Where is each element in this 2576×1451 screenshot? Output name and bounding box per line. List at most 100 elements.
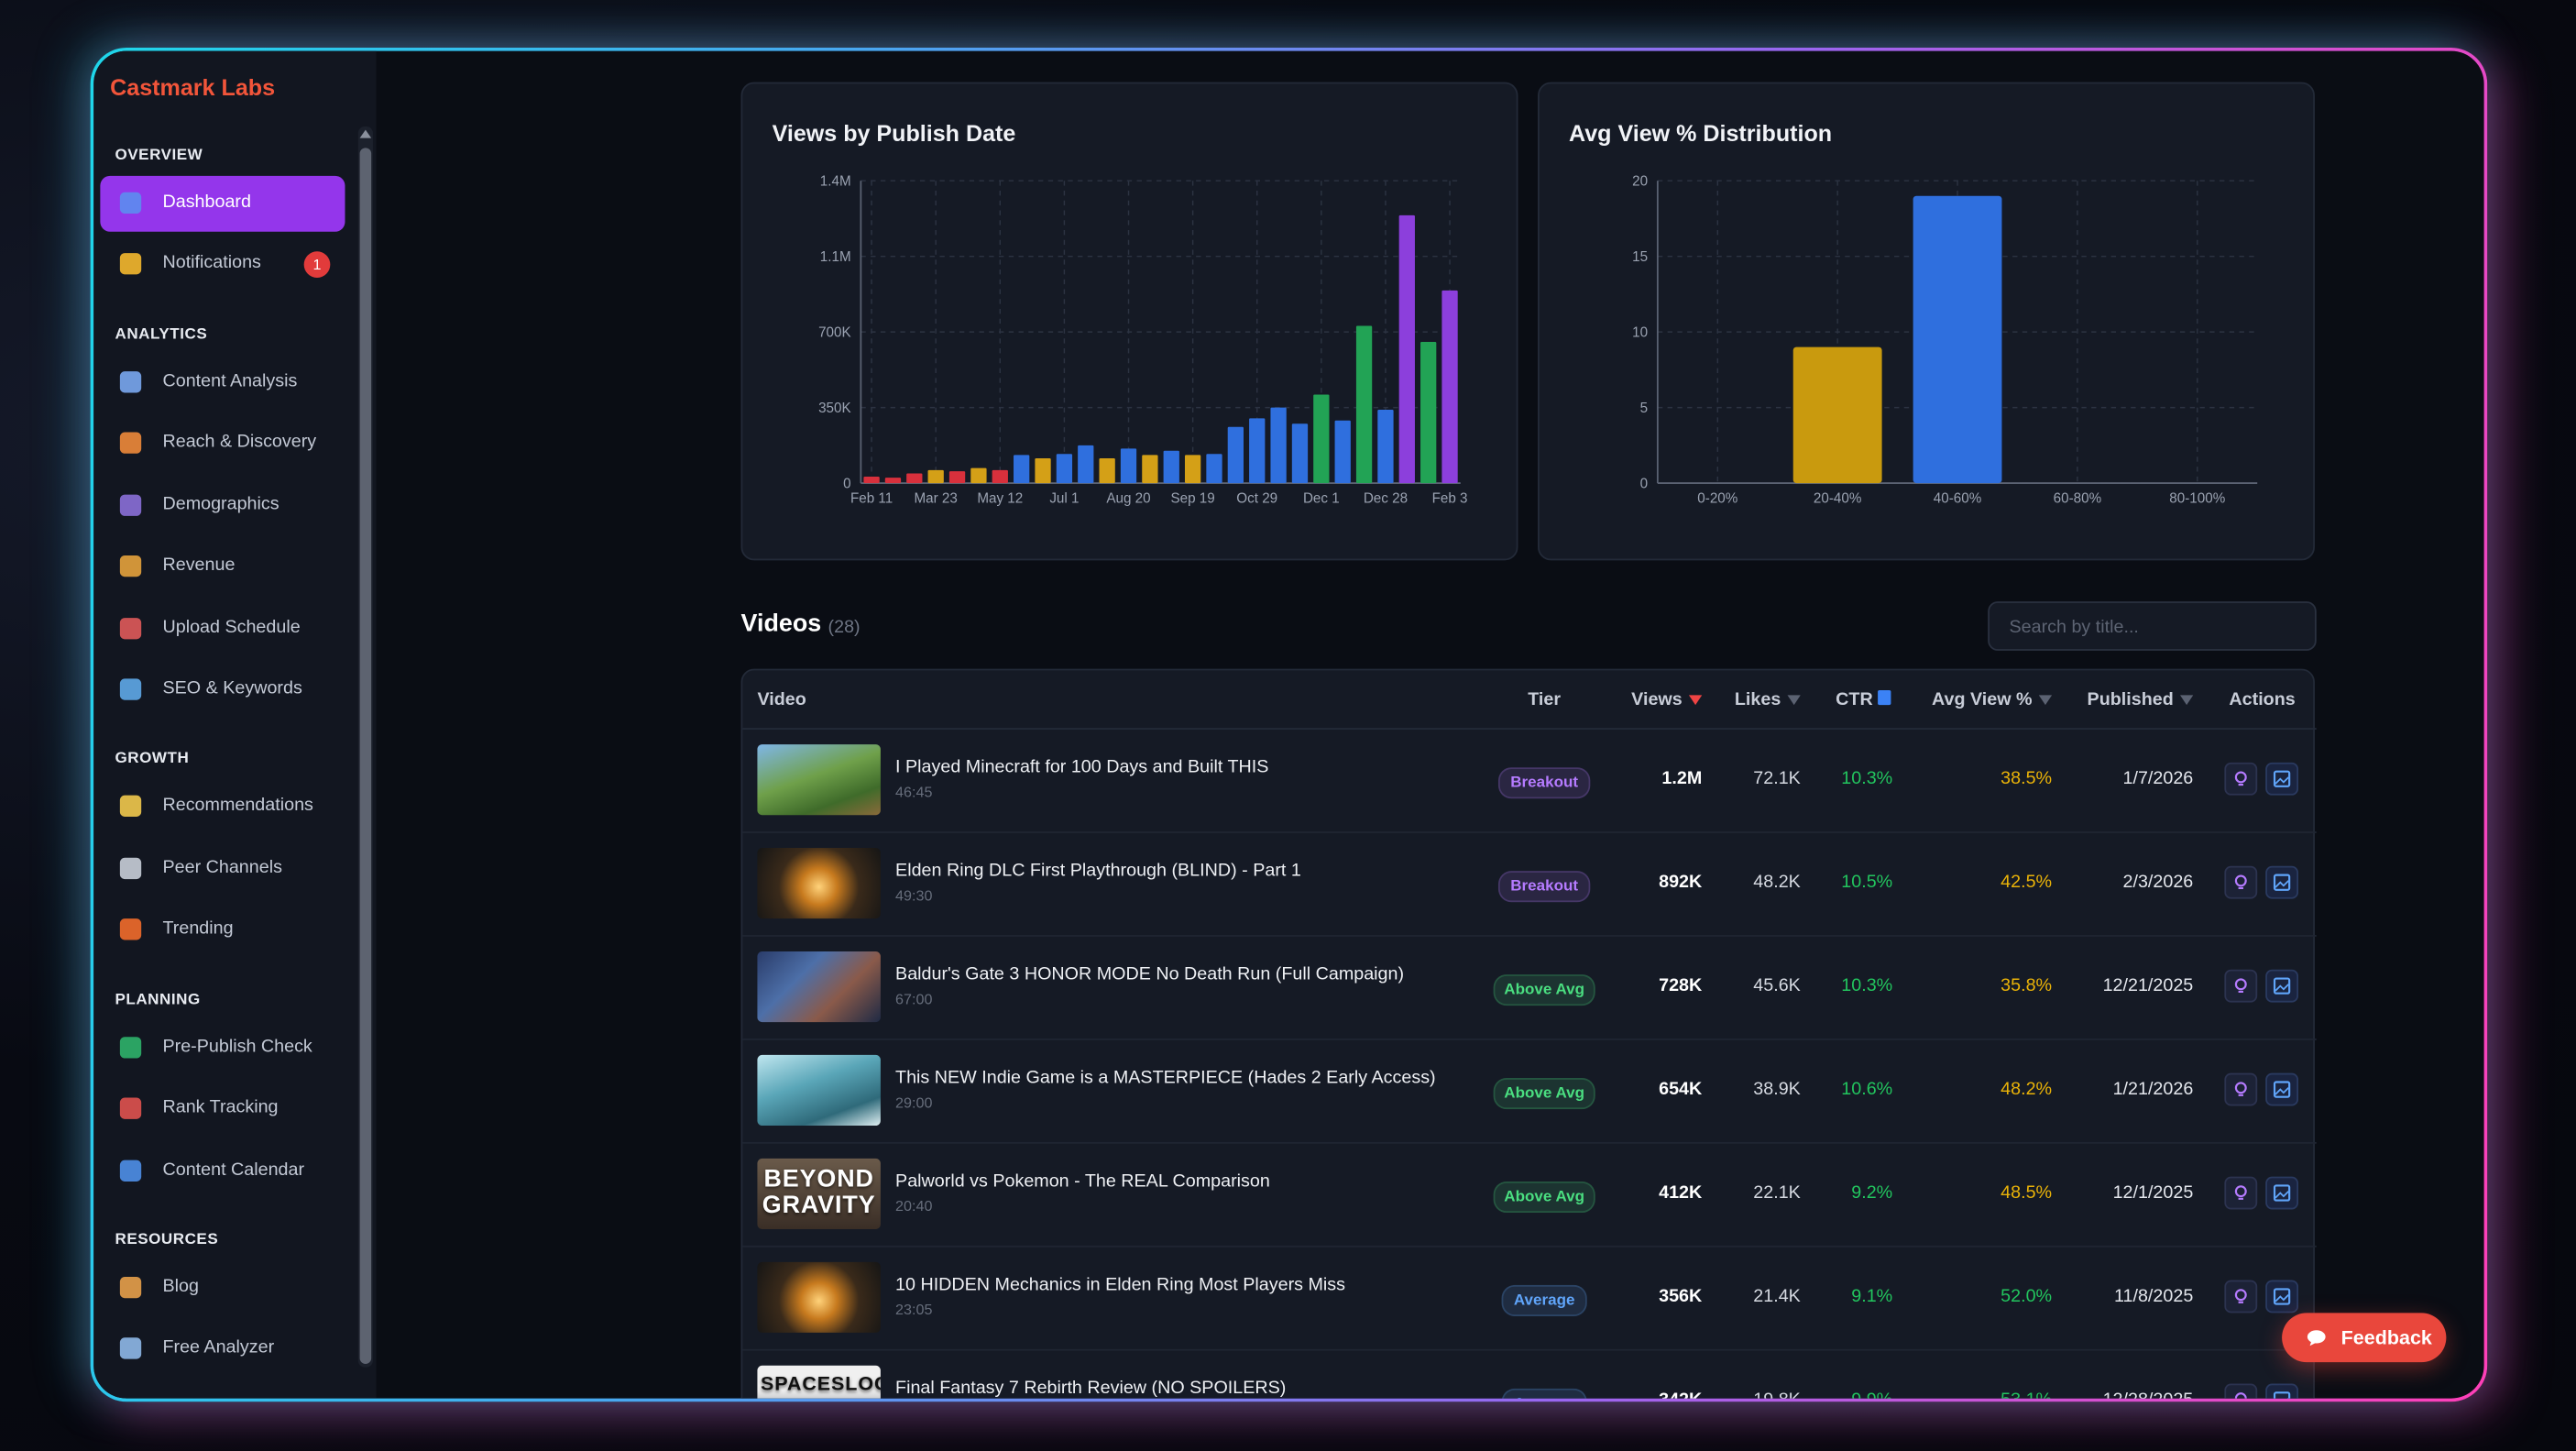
table-header: Video Tier Views Likes CTR Avg View % Publishe…: [742, 670, 2317, 730]
video-title: I Played Minecraft for 100 Days and Buil…: [895, 757, 1269, 777]
scroll-up-arrow[interactable]: [358, 126, 373, 141]
column-header[interactable]: Views: [1631, 689, 1683, 710]
insight-button[interactable]: [2224, 762, 2258, 796]
nav-label: Pre-Publish Check: [162, 1036, 312, 1057]
tier-label: Breakout: [1498, 767, 1590, 799]
sidebar: Castmark Labs OVERVIEW Dashboard Notificat…: [93, 50, 377, 1399]
video-title: This NEW Indie Game is a MASTERPIECE (Ha…: [895, 1068, 1436, 1088]
nav-item[interactable]: Dashboard: [100, 175, 345, 232]
insight-button[interactable]: [2224, 865, 2258, 899]
bar: [1913, 195, 2002, 484]
insight-button[interactable]: [2224, 969, 2258, 1003]
views-cell: 356K: [1659, 1286, 1703, 1307]
bar: [1184, 455, 1201, 484]
notification-badge: 1: [303, 251, 331, 279]
insight-button[interactable]: [2224, 1176, 2258, 1210]
nav-icon: [119, 918, 142, 940]
nav-item[interactable]: Trending: [100, 903, 345, 959]
thumbnail-button[interactable]: [2265, 1280, 2299, 1314]
nav-item[interactable]: Content Analysis: [100, 355, 345, 411]
table-row: BEYOND GRAVITY Palworld vs Pokemon - The …: [742, 1142, 2317, 1248]
feedback-label: Feedback: [2340, 1325, 2432, 1349]
views-cell: 342K: [1659, 1391, 1702, 1399]
insight-button[interactable]: [2224, 1383, 2258, 1399]
likes-cell: 48.2K: [1753, 872, 1801, 893]
insight-button[interactable]: [2224, 1280, 2258, 1314]
nav-item[interactable]: Free Analyzer: [100, 1322, 345, 1378]
y-tick-label: 700K: [818, 325, 851, 341]
published-cell: 1/21/2026: [2112, 1079, 2194, 1100]
nav-label: Content Analysis: [162, 370, 298, 391]
likes-cell: 22.1K: [1753, 1182, 1801, 1204]
scrollbar-thumb[interactable]: [359, 148, 372, 1364]
insight-button[interactable]: [2224, 1072, 2258, 1106]
nav-item[interactable]: Rank Tracking: [100, 1082, 345, 1138]
thumbnail-button[interactable]: [2265, 1176, 2299, 1210]
bar: [1792, 346, 1882, 484]
nav-item[interactable]: Revenue: [100, 539, 345, 595]
thumbnail: [757, 1261, 881, 1333]
image-icon: [2273, 1081, 2291, 1098]
views-cell: 654K: [1659, 1079, 1703, 1100]
sort-indicator[interactable]: [1688, 694, 1703, 707]
x-tick-label: 20-40%: [1814, 491, 1861, 507]
bar: [1270, 407, 1287, 484]
nav-item[interactable]: Blog: [100, 1260, 345, 1316]
bar: [970, 467, 987, 484]
feedback-button[interactable]: Feedback: [2282, 1313, 2447, 1363]
column-header: Video: [757, 689, 806, 710]
nav-label: Blog: [162, 1276, 199, 1297]
table-row: Elden Ring DLC First Playthrough (BLIND)…: [742, 831, 2317, 937]
x-tick-label: Feb 3: [1432, 491, 1468, 507]
table-row: I Played Minecraft for 100 Days and Buil…: [742, 728, 2317, 833]
column-header[interactable]: CTR: [1836, 689, 1873, 710]
column-header[interactable]: Likes: [1734, 689, 1781, 710]
bulb-icon: [2234, 771, 2247, 786]
thumbnail-button[interactable]: [2265, 1072, 2299, 1106]
sort-indicator[interactable]: [2038, 694, 2053, 707]
tier-badge: Average: [1478, 1387, 1609, 1399]
sort-indicator[interactable]: [2179, 694, 2194, 707]
nav-item[interactable]: SEO & Keywords: [100, 662, 345, 718]
nav-item[interactable]: Peer Channels: [100, 841, 345, 897]
avg-view-cell: 48.5%: [2001, 1182, 2053, 1204]
tier-label: Above Avg: [1492, 974, 1596, 1006]
brand: Castmark Labs: [110, 73, 276, 101]
thumbnail-button[interactable]: [2265, 762, 2299, 796]
column-header[interactable]: Avg View %: [1931, 689, 2033, 710]
nav-label: Revenue: [162, 555, 236, 576]
views-cell: 892K: [1659, 872, 1703, 893]
bar: [1291, 423, 1309, 484]
nav-item[interactable]: Notifications 1: [100, 237, 345, 293]
nav-label: Upload Schedule: [162, 617, 301, 637]
nav-item[interactable]: Demographics: [100, 478, 345, 533]
nav-item[interactable]: Pre-Publish Check: [100, 1020, 345, 1076]
bulb-icon: [2234, 1185, 2247, 1200]
sort-triangle: [2038, 695, 2053, 706]
nav-label: Peer Channels: [162, 857, 282, 877]
section-heading: PLANNING: [115, 990, 201, 1009]
y-tick-label: 15: [1632, 249, 1648, 265]
nav-icon: [119, 433, 142, 455]
chart-card: Avg View % Distribution 0 5 10 15 20 0-20% 20-4…: [1537, 82, 2315, 561]
search-input[interactable]: Search by title...: [1988, 601, 2317, 651]
image-icon: [2273, 874, 2291, 891]
avg-view-cell: 53.1%: [2001, 1391, 2052, 1399]
thumbnail-button[interactable]: [2265, 969, 2299, 1003]
column-header[interactable]: Published: [2087, 689, 2174, 710]
video-title: Elden Ring DLC First Playthrough (BLIND)…: [895, 861, 1301, 881]
bar: [1056, 454, 1073, 484]
bar: [1206, 454, 1222, 484]
video-duration: 23:05: [895, 1301, 933, 1318]
nav-item[interactable]: Recommendations: [100, 779, 345, 835]
thumbnail: BEYOND GRAVITY: [757, 1158, 881, 1229]
nav-item[interactable]: Upload Schedule: [100, 600, 345, 656]
thumbnail-button[interactable]: [2265, 865, 2299, 899]
nav-item[interactable]: Reach & Discovery: [100, 416, 345, 472]
views-cell: 412K: [1659, 1182, 1703, 1204]
table-row: 10 HIDDEN Mechanics in Elden Ring Most P…: [742, 1246, 2317, 1351]
nav-icon: [119, 1159, 142, 1182]
sort-indicator[interactable]: [1787, 694, 1801, 707]
nav-item[interactable]: Content Calendar: [100, 1143, 345, 1199]
thumbnail-button[interactable]: [2265, 1383, 2299, 1399]
